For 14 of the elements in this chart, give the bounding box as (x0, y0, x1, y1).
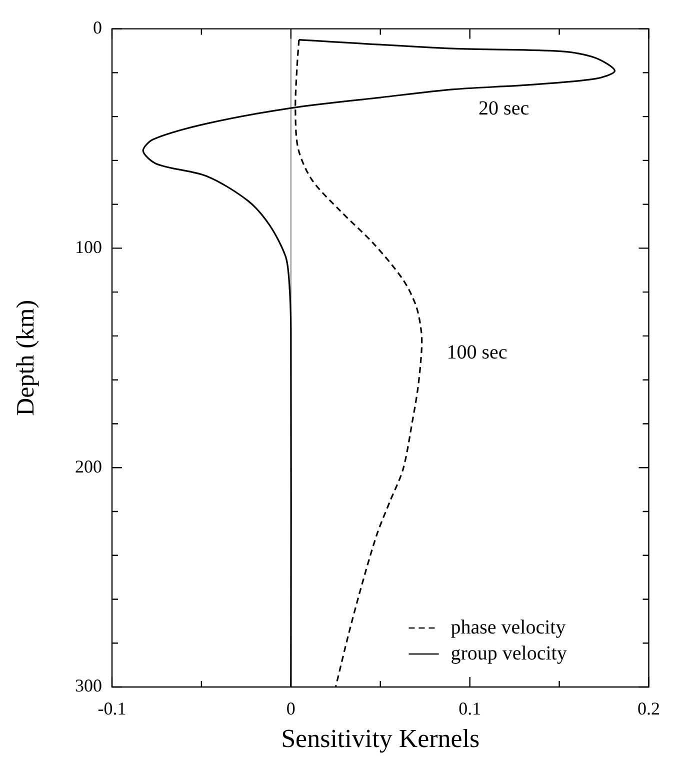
y-tick-label: 300 (75, 676, 102, 696)
y-tick-label: 200 (75, 456, 102, 476)
x-axis-title: Sensitivity Kernels (281, 724, 480, 754)
x-tick-label: 0.2 (638, 698, 660, 719)
x-tick-label: 0.1 (458, 698, 482, 719)
legend-label: phase velocity (450, 616, 566, 638)
y-tick-label: 0 (93, 18, 102, 38)
legend-label: group velocity (450, 642, 567, 664)
x-tick-label: -0.1 (98, 698, 126, 719)
y-axis-title: Depth (km) (12, 300, 40, 416)
annotation: 100 sec (446, 342, 508, 364)
y-tick-label: 100 (75, 236, 102, 257)
x-tick-label: 0 (286, 698, 296, 719)
annotation: 20 sec (478, 97, 530, 120)
